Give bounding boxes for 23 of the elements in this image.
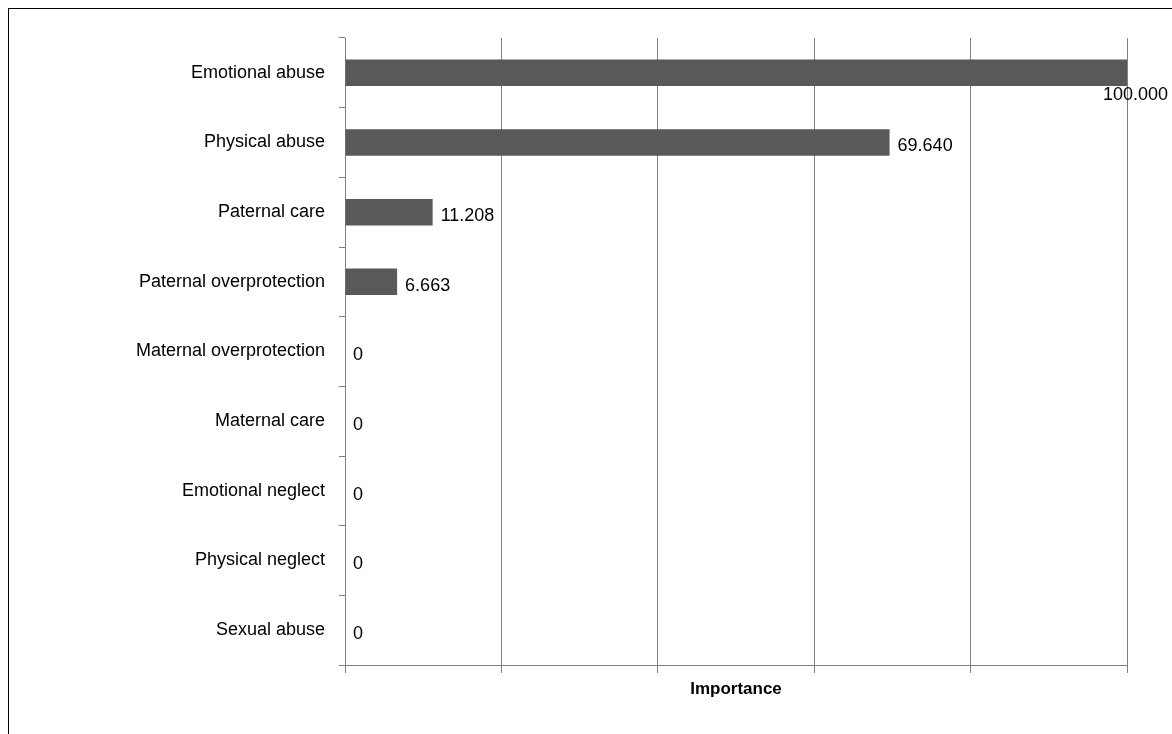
y-tick-label: Maternal care <box>214 410 325 431</box>
y-tick-label: Emotional abuse <box>190 61 325 82</box>
y-tick-label: Physical abuse <box>203 131 325 152</box>
bar <box>345 59 1127 87</box>
y-tick-label: Maternal overprotection <box>135 340 325 361</box>
y-tick-label: Emotional neglect <box>181 479 325 500</box>
y-tick-label: Paternal care <box>217 201 325 222</box>
data-label: 0 <box>353 414 364 435</box>
data-label: 100.000 <box>1102 83 1169 104</box>
data-label: 69.640 <box>897 135 953 156</box>
data-label: 11.208 <box>440 205 495 226</box>
bar <box>345 129 890 156</box>
bar <box>345 198 433 226</box>
y-tick-label: Physical neglect <box>194 549 325 570</box>
data-label: 6.663 <box>405 274 451 295</box>
bar <box>345 268 398 296</box>
data-label: 0 <box>353 483 364 504</box>
y-tick-label: Paternal overprotection <box>138 270 325 291</box>
data-label: 0 <box>353 623 364 644</box>
data-label: 0 <box>353 553 364 574</box>
data-label: 0 <box>353 344 364 365</box>
y-tick-label: Sexual abuse <box>215 619 325 640</box>
x-axis-title: Importance <box>690 679 782 699</box>
